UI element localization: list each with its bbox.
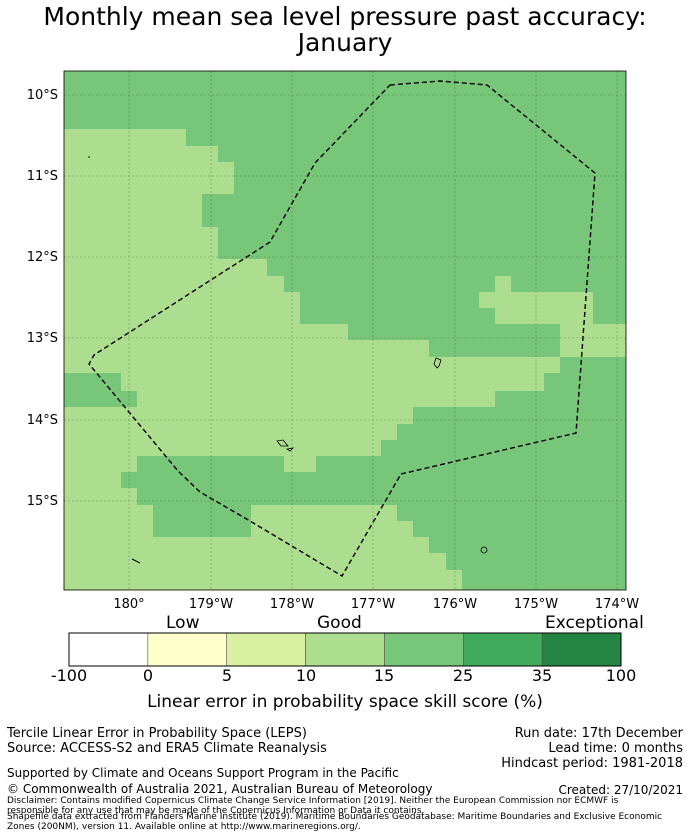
- footer-support: Supported by Climate and Oceans Support …: [7, 766, 399, 780]
- colorbar-segment-4: [384, 632, 464, 667]
- lon-label-177w: 177°W: [351, 597, 395, 612]
- lat-label-11s: 11°S: [27, 169, 58, 184]
- lon-label-176w: 176°W: [433, 597, 477, 612]
- lon-label-180: 180°: [113, 597, 144, 612]
- lon-label-175w: 175°W: [514, 597, 558, 612]
- colorbar-axis-label: Linear error in probability space skill …: [147, 692, 543, 712]
- chart-title-line2: January: [297, 28, 393, 57]
- colorbar-frame: [68, 632, 622, 667]
- footer-disclaimer-1: Disclaimer: Contains modified Copernicus…: [7, 796, 619, 806]
- lon-label-178w: 178°W: [270, 597, 314, 612]
- map-frame: [63, 70, 627, 591]
- footer-hindcast: Hindcast period: 1981-2018: [501, 756, 683, 771]
- islet-north-west: [88, 156, 90, 158]
- lon-label-174w: 174°W: [595, 597, 639, 612]
- colorbar-segment-0: [68, 632, 149, 667]
- region-high-skill-west: [64, 373, 137, 407]
- graticule: [64, 71, 626, 590]
- footer-run-date: Run date: 17th December: [514, 726, 683, 741]
- footer-disclaimer-2: responsible for any use that may be made…: [7, 806, 425, 816]
- lat-label-15s: 15°S: [27, 494, 58, 509]
- region-high-skill-east: [121, 357, 626, 590]
- colorbar-tick-35: 35: [531, 666, 553, 685]
- lat-label-10s: 10°S: [27, 88, 58, 103]
- colorbar-segment-5: [462, 632, 543, 667]
- region-high-skill-north: [64, 71, 626, 357]
- colorbar-category-exceptional: Exceptional: [545, 613, 644, 633]
- colorbar-category-low: Low: [166, 613, 200, 633]
- lat-label-13s: 13°S: [27, 331, 58, 346]
- colorbar-tick-100: 100: [605, 666, 637, 685]
- skill-map: 10°S 11°S 12°S 13°S 14°S 15°S 180° 179°W…: [27, 70, 639, 612]
- colorbar-category-good: Good: [317, 613, 362, 633]
- lat-label-14s: 14°S: [27, 413, 58, 428]
- colorbar-segment-6: [541, 632, 622, 667]
- footer-method: Tercile Linear Error in Probability Spac…: [7, 726, 307, 741]
- colorbar-segments: [68, 632, 622, 667]
- footer-lead-time: Lead time: 0 months: [548, 741, 683, 756]
- footer-disclaimer-4: Zones (200NM), version 11. Available onl…: [7, 822, 361, 832]
- footer-copyright: © Commonwealth of Australia 2021, Austra…: [7, 782, 433, 796]
- lon-label-179w: 179°W: [189, 597, 233, 612]
- colorbar: [68, 632, 622, 667]
- island-small-east: [480, 546, 488, 554]
- colorbar-tick-5: 5: [221, 666, 233, 685]
- footer-disclaimer-3: Shapefile data extracted from Flanders M…: [7, 812, 663, 822]
- colorbar-tick-minus100: -100: [50, 666, 88, 685]
- footer-source: Source: ACCESS-S2 and ERA5 Climate Reana…: [7, 741, 327, 756]
- island-alofi: [285, 447, 295, 452]
- colorbar-tick-15: 15: [373, 666, 395, 685]
- colorbar-segment-1: [147, 632, 228, 667]
- colorbar-segment-2: [226, 632, 306, 667]
- lat-label-12s: 12°S: [27, 250, 58, 265]
- colorbar-tick-10: 10: [295, 666, 317, 685]
- colorbar-tick-25: 25: [452, 666, 474, 685]
- footer-created: Created: 27/10/2021: [558, 783, 683, 797]
- colorbar-tick-0: 0: [142, 666, 154, 685]
- island-rotuma: [433, 357, 442, 369]
- island-futuna: [276, 439, 289, 447]
- chart-title-line1: Monthly mean sea level pressure past acc…: [43, 2, 647, 31]
- colorbar-segment-3: [305, 632, 385, 667]
- island-small-west: [131, 558, 141, 564]
